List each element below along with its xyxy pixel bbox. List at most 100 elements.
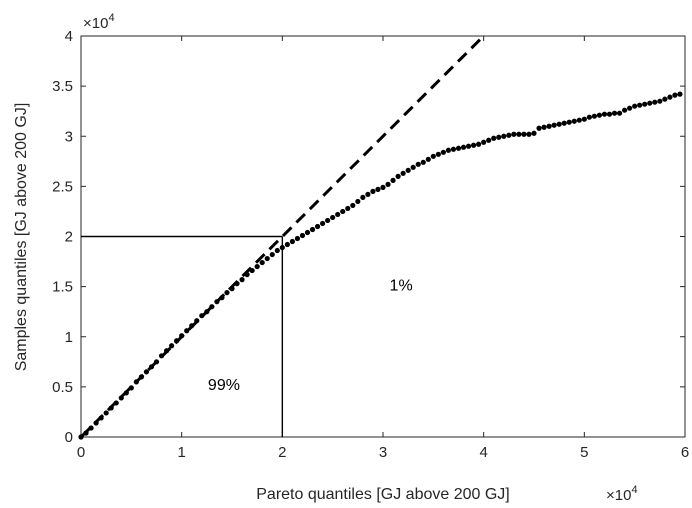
x-axis-label: Pareto quantiles [GJ above 200 GJ] [256,486,509,503]
data-point [219,295,225,301]
y-tick-label: 0.5 [52,379,73,396]
data-point [662,96,668,102]
data-point [279,244,285,251]
data-point [314,223,321,230]
data-point [340,208,346,215]
data-point [657,98,663,104]
data-point [430,153,436,159]
data-point [455,145,462,151]
data-point [632,103,638,109]
data-point [163,348,170,354]
data-point [274,247,280,254]
data-point [284,241,290,248]
data-point [491,135,497,141]
data-point [199,313,205,319]
y-tick-label: 2 [65,229,73,246]
data-point [506,132,512,138]
x-tick-label: 5 [580,444,588,461]
data-point [390,177,396,183]
data-point [385,181,391,187]
data-point [596,112,603,118]
data-point [325,217,331,224]
data-point [239,277,245,283]
data-point [365,191,371,197]
data-point [259,259,265,266]
data-point [78,434,84,440]
data-point [471,142,477,148]
x-tick-label: 4 [479,444,487,461]
x-tick-label: 3 [379,444,387,461]
data-point [556,121,562,127]
data-point [93,420,99,426]
data-point [189,323,195,329]
data-point [465,143,472,149]
data-point [405,167,411,173]
data-point [541,124,547,130]
data-point [88,425,94,431]
data-point [536,125,542,131]
data-point [611,110,618,116]
y-tick-label: 4 [65,28,73,45]
data-point [586,114,592,120]
data-point [511,131,517,137]
data-point [486,137,492,143]
data-point [445,147,452,153]
data-point [234,281,240,287]
data-point [153,359,160,365]
annotation-label: 99% [208,377,240,394]
data-point [526,131,532,137]
x-tick-label: 6 [681,444,689,461]
data-point [335,211,341,218]
data-point [647,100,653,106]
data-point [113,400,119,406]
data-point [304,229,311,236]
data-point [299,232,306,239]
data-point [616,110,623,116]
x-tick-label: 2 [278,444,286,461]
data-point [637,102,643,108]
data-point [440,149,446,155]
data-point [415,161,421,167]
data-point [214,299,220,305]
data-point [551,122,557,128]
data-point [360,194,366,201]
data-point [370,188,376,194]
data-point [98,415,104,421]
x-tick-label: 1 [177,444,185,461]
data-point [521,131,527,137]
data-point [133,379,139,385]
plot-area: 0 1 2 3 4 5 6 0 0.5 1 1.5 2 2.5 3 3.5 4 [52,28,689,461]
data-point [148,364,155,370]
data-point [581,116,587,122]
data-point [194,318,200,324]
data-point [254,263,260,270]
data-point [204,309,210,315]
data-point [516,131,522,137]
data-point [244,271,250,278]
data-point [677,91,683,97]
data-point [476,141,482,147]
data-point [169,343,175,349]
y-multiplier: ×104 [83,12,115,32]
y-tick-label: 1 [65,329,73,346]
y-tick-label: 2.5 [52,178,73,195]
data-point [410,164,416,170]
data-point [627,105,633,111]
data-point [269,251,275,258]
data-point [501,133,507,139]
data-point [622,107,628,113]
data-point [249,267,255,274]
data-point [576,117,582,123]
data-point [320,220,326,227]
data-point [83,430,89,436]
data-point [420,159,426,165]
y-tick-label: 0 [65,429,73,446]
data-point [601,111,608,117]
annotation-label: 1% [390,278,413,295]
y-tick-label: 1.5 [52,279,73,296]
data-point [350,202,356,209]
data-point [224,290,230,296]
data-point [642,101,648,107]
data-point [435,151,441,157]
